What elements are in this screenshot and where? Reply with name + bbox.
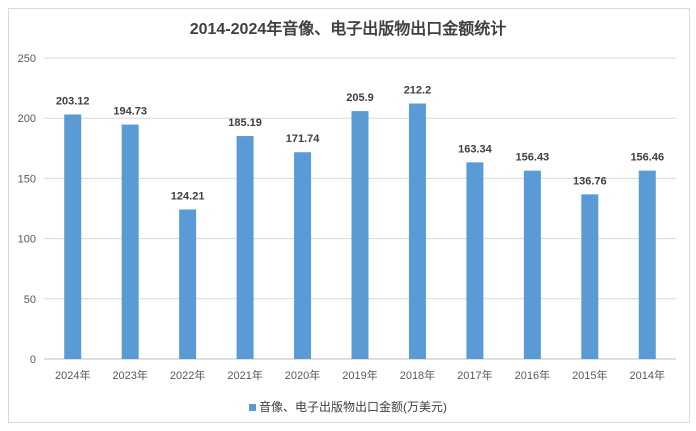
x-tick-label: 2016年 [515,368,550,382]
bar [236,136,254,359]
x-tick-label: 2017年 [457,368,492,382]
x-tick-label: 2019年 [342,368,377,382]
data-label: 205.9 [346,92,374,104]
x-tick-label: 2022年 [170,368,205,382]
bar [408,103,426,359]
bar [179,209,197,359]
data-label: 212.2 [404,85,432,97]
x-tick-label: 2014年 [630,368,665,382]
y-tick-label: 150 [18,173,36,185]
legend-label: 音像、电子出版物出口金额(万美元) [259,400,447,414]
bar [581,194,599,359]
y-tick-label: 0 [30,354,36,366]
data-label: 136.76 [573,175,607,187]
x-tick-label: 2021年 [227,368,262,382]
x-tick-label: 2015年 [572,368,607,382]
bar [466,162,484,359]
y-tick-label: 100 [18,234,36,246]
y-tick-label: 50 [24,294,36,306]
data-label: 163.34 [458,143,493,155]
bar [523,170,541,359]
bar [294,152,312,359]
bar [351,111,369,359]
x-tick-label: 2018年 [400,368,435,382]
y-tick-label: 250 [18,53,36,65]
y-tick-label: 200 [18,113,36,125]
chart-frame [8,8,690,423]
legend-swatch [249,404,256,412]
data-label: 185.19 [228,117,262,129]
data-label: 194.73 [113,106,147,118]
data-label: 156.43 [516,152,550,164]
x-tick-label: 2023年 [112,368,147,382]
chart-title: 2014-2024年音像、电子出版物出口金额统计 [189,21,507,38]
data-label: 171.74 [286,133,321,145]
bar [64,114,82,360]
data-label: 124.21 [171,190,205,202]
legend: 音像、电子出版物出口金额(万美元) [0,398,696,415]
data-label: 156.46 [630,152,664,164]
bar [121,124,139,360]
x-tick-label: 2024年 [55,368,90,382]
bar [638,170,656,359]
data-label: 203.12 [56,95,90,107]
x-tick-label: 2020年 [285,368,320,382]
